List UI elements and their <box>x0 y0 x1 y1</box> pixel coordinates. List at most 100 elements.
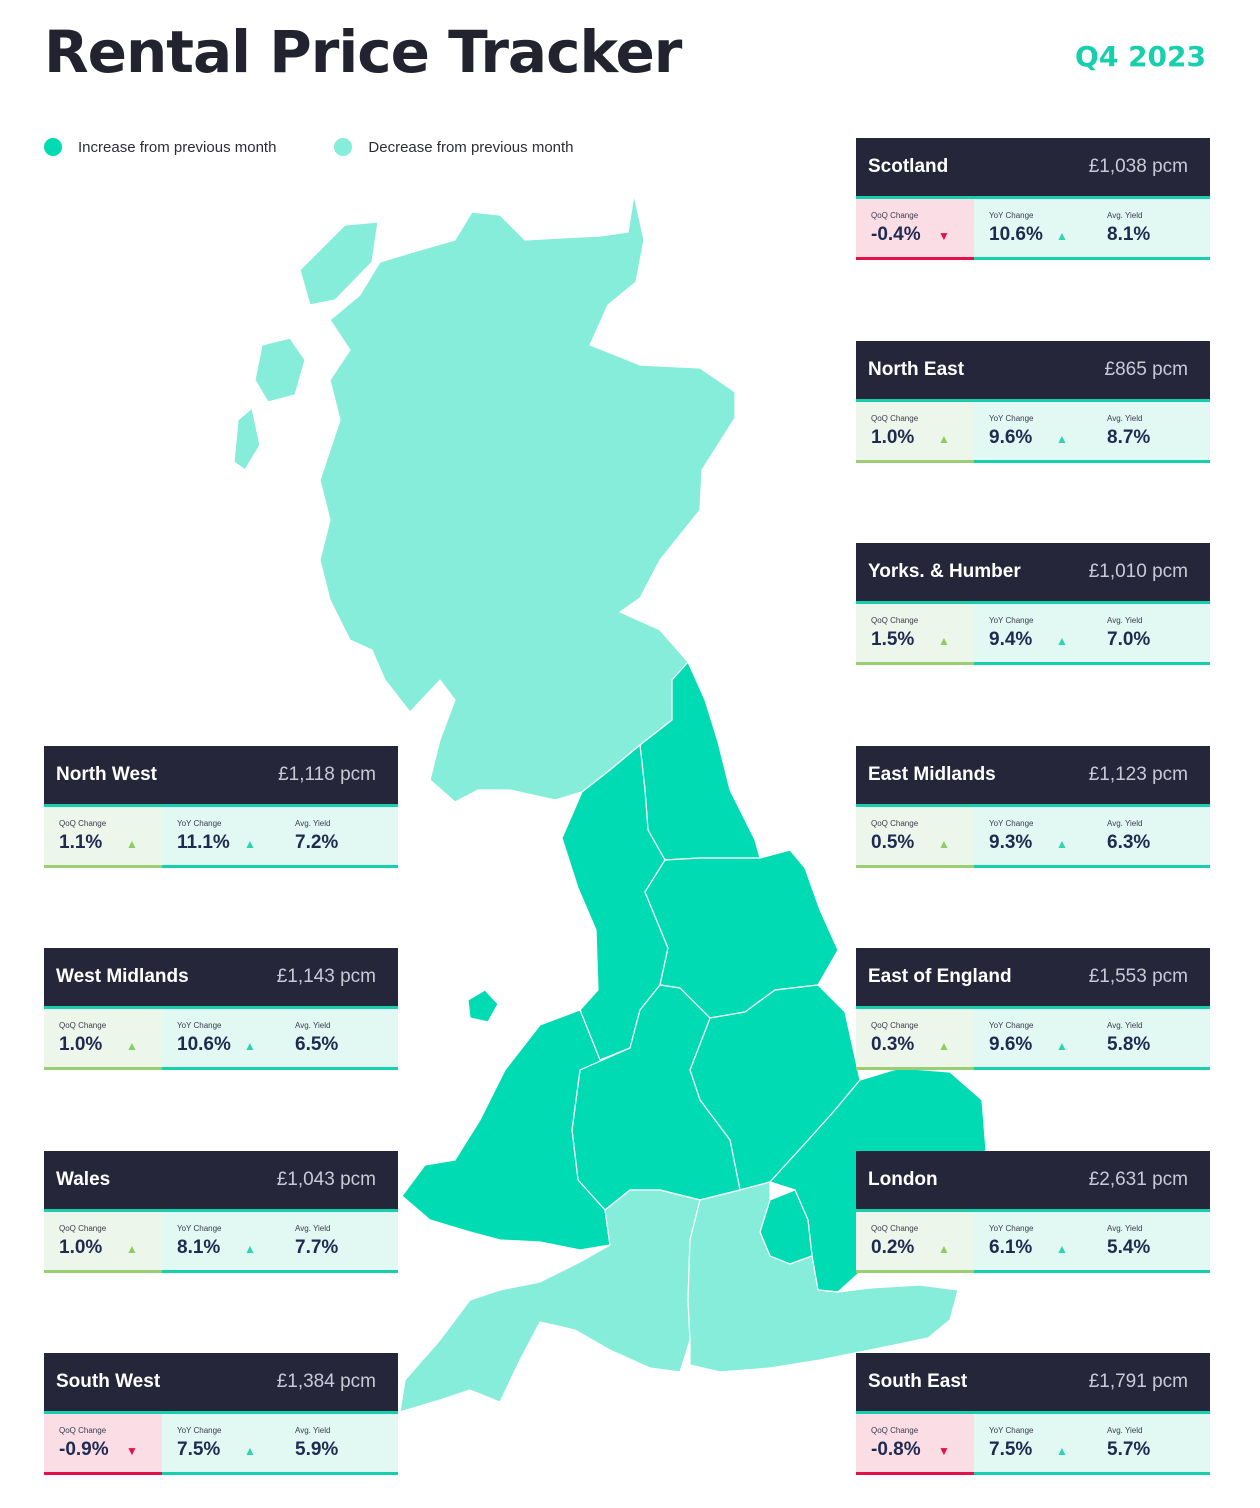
yoy-label: YoY Change <box>989 1021 1034 1030</box>
region-name: South East <box>868 1371 968 1392</box>
region-stats: QoQ Change -0.4% ▼ YoY Change 10.6% ▲ Av… <box>856 196 1210 260</box>
region-rent: £1,010 pcm <box>1088 561 1188 582</box>
region-rent: £2,631 pcm <box>1088 1169 1188 1190</box>
arrow-up-icon: ▲ <box>938 432 950 446</box>
region-card-header: North East £865 pcm <box>856 341 1210 399</box>
yield-stat: Avg. Yield 8.7% <box>1092 402 1210 463</box>
yield-label: Avg. Yield <box>1107 819 1143 828</box>
yoy-label: YoY Change <box>989 819 1034 828</box>
yield-value: 5.4% <box>1107 1237 1151 1258</box>
region-card-header: Wales £1,043 pcm <box>44 1151 398 1209</box>
region-card-header: East Midlands £1,123 pcm <box>856 746 1210 804</box>
yoy-up-icon: ▲ <box>1056 634 1068 648</box>
region-card-header: South East £1,791 pcm <box>856 1353 1210 1411</box>
qoq-label: QoQ Change <box>59 1021 107 1030</box>
region-stats: QoQ Change 1.0% ▲ YoY Change 8.1% ▲ Avg.… <box>44 1209 398 1273</box>
map-region-wales[interactable] <box>401 1009 631 1251</box>
yield-value: 6.3% <box>1107 832 1151 853</box>
map-region-south-east[interactable] <box>687 1181 959 1373</box>
yield-stat: Avg. Yield 6.3% <box>1092 807 1210 868</box>
yoy-label: YoY Change <box>989 616 1034 625</box>
yield-stat: Avg. Yield 6.5% <box>280 1009 398 1070</box>
region-rent: £1,143 pcm <box>276 966 376 987</box>
yoy-up-icon: ▲ <box>1056 1039 1068 1053</box>
legend-item-increase: Increase from previous month <box>44 138 276 156</box>
qoq-value: -0.8% <box>871 1439 921 1460</box>
arrow-up-icon: ▲ <box>938 1242 950 1256</box>
qoq-label: QoQ Change <box>871 1224 919 1233</box>
legend-label-decrease: Decrease from previous month <box>368 138 574 156</box>
region-stats: QoQ Change 0.3% ▲ YoY Change 9.6% ▲ Avg.… <box>856 1006 1210 1070</box>
yoy-stat: YoY Change 7.5% ▲ <box>974 1414 1092 1475</box>
qoq-value: 0.3% <box>871 1034 915 1055</box>
yield-label: Avg. Yield <box>295 1426 331 1435</box>
qoq-stat: QoQ Change -0.9% ▼ <box>44 1414 162 1475</box>
region-stats: QoQ Change 1.0% ▲ YoY Change 9.6% ▲ Avg.… <box>856 399 1210 463</box>
region-name: North East <box>868 359 965 380</box>
region-card-south-east[interactable]: South East £1,791 pcm QoQ Change -0.8% ▼… <box>856 1353 1210 1477</box>
qoq-stat: QoQ Change 1.1% ▲ <box>44 807 162 868</box>
yoy-up-icon: ▲ <box>1056 1444 1068 1458</box>
yoy-value: 6.1% <box>989 1237 1033 1258</box>
yield-stat: Avg. Yield 5.4% <box>1092 1212 1210 1273</box>
legend-label-increase: Increase from previous month <box>78 138 277 156</box>
region-name: Scotland <box>868 156 949 177</box>
region-name: North West <box>56 764 157 785</box>
map-island-lewis <box>299 221 379 306</box>
region-card-header: Scotland £1,038 pcm <box>856 138 1210 196</box>
region-stats: QoQ Change 1.5% ▲ YoY Change 9.4% ▲ Avg.… <box>856 601 1210 665</box>
yield-label: Avg. Yield <box>1107 1021 1143 1030</box>
region-rent: £1,384 pcm <box>276 1371 376 1392</box>
qoq-value: 1.1% <box>59 832 103 853</box>
yield-stat: Avg. Yield 8.1% <box>1092 199 1210 260</box>
region-card-wales[interactable]: Wales £1,043 pcm QoQ Change 1.0% ▲ YoY C… <box>44 1151 398 1275</box>
yoy-value: 11.1% <box>177 832 230 853</box>
yield-value: 7.2% <box>295 832 339 853</box>
region-rent: £865 pcm <box>1104 359 1188 380</box>
yoy-label: YoY Change <box>177 819 222 828</box>
region-stats: QoQ Change 0.5% ▲ YoY Change 9.3% ▲ Avg.… <box>856 804 1210 868</box>
legend-swatch-increase <box>44 138 62 156</box>
yield-label: Avg. Yield <box>1107 414 1143 423</box>
legend-item-decrease: Decrease from previous month <box>334 138 574 156</box>
yield-label: Avg. Yield <box>1107 1224 1143 1233</box>
region-card-east-midlands[interactable]: East Midlands £1,123 pcm QoQ Change 0.5%… <box>856 746 1210 870</box>
region-card-yorks-humber[interactable]: Yorks. & Humber £1,010 pcm QoQ Change 1.… <box>856 543 1210 667</box>
region-card-scotland[interactable]: Scotland £1,038 pcm QoQ Change -0.4% ▼ Y… <box>856 138 1210 262</box>
region-card-north-east[interactable]: North East £865 pcm QoQ Change 1.0% ▲ Yo… <box>856 341 1210 465</box>
yoy-label: YoY Change <box>989 1224 1034 1233</box>
region-card-london[interactable]: London £2,631 pcm QoQ Change 0.2% ▲ YoY … <box>856 1151 1210 1275</box>
yield-label: Avg. Yield <box>295 1021 331 1030</box>
map-island-anglesey <box>467 989 499 1023</box>
yield-label: Avg. Yield <box>1107 211 1143 220</box>
region-card-south-west[interactable]: South West £1,384 pcm QoQ Change -0.9% ▼… <box>44 1353 398 1477</box>
yoy-up-icon: ▲ <box>244 1039 256 1053</box>
yield-value: 8.7% <box>1107 427 1151 448</box>
yoy-value: 7.5% <box>989 1439 1033 1460</box>
region-stats: QoQ Change 1.0% ▲ YoY Change 10.6% ▲ Avg… <box>44 1006 398 1070</box>
arrow-up-icon: ▲ <box>938 634 950 648</box>
yoy-value: 9.4% <box>989 629 1033 650</box>
yield-label: Avg. Yield <box>295 1224 331 1233</box>
yoy-value: 9.3% <box>989 832 1033 853</box>
region-stats: QoQ Change 1.1% ▲ YoY Change 11.1% ▲ Avg… <box>44 804 398 868</box>
yoy-label: YoY Change <box>177 1224 222 1233</box>
yield-stat: Avg. Yield 5.8% <box>1092 1009 1210 1070</box>
yield-label: Avg. Yield <box>1107 1426 1143 1435</box>
qoq-stat: QoQ Change 0.3% ▲ <box>856 1009 974 1070</box>
qoq-value: 1.5% <box>871 629 915 650</box>
region-card-west-midlands[interactable]: West Midlands £1,143 pcm QoQ Change 1.0%… <box>44 948 398 1072</box>
yoy-label: YoY Change <box>177 1021 222 1030</box>
arrow-down-icon: ▼ <box>126 1444 138 1458</box>
region-name: Yorks. & Humber <box>868 561 1021 582</box>
qoq-value: 1.0% <box>871 427 915 448</box>
yield-stat: Avg. Yield 7.2% <box>280 807 398 868</box>
region-rent: £1,791 pcm <box>1088 1371 1188 1392</box>
region-card-east-of-england[interactable]: East of England £1,553 pcm QoQ Change 0.… <box>856 948 1210 1072</box>
yoy-stat: YoY Change 9.6% ▲ <box>974 402 1092 463</box>
region-card-north-west[interactable]: North West £1,118 pcm QoQ Change 1.1% ▲ … <box>44 746 398 870</box>
qoq-label: QoQ Change <box>871 616 919 625</box>
region-name: East of England <box>868 966 1012 987</box>
qoq-stat: QoQ Change 1.0% ▲ <box>44 1009 162 1070</box>
